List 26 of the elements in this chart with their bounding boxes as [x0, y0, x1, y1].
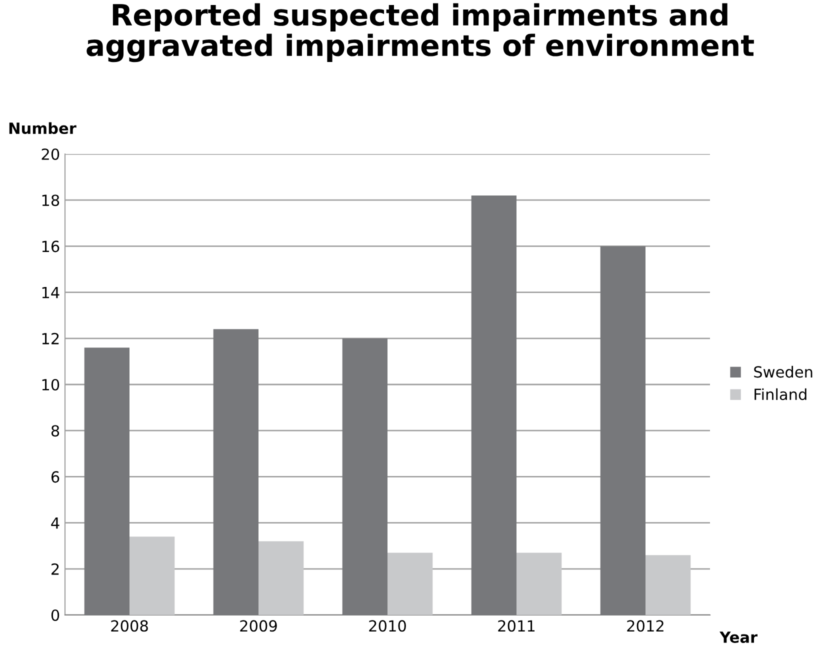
bar — [646, 555, 691, 615]
y-tick-label: 20 — [42, 148, 60, 160]
y-tick-label: 18 — [42, 194, 60, 206]
chart-title: Reported suspected impairments and aggravated impairments of environment — [86, 3, 754, 62]
legend-label: Sweden — [754, 366, 812, 378]
y-tick-label: 10 — [42, 378, 60, 391]
x-tick-label: 2009 — [240, 620, 277, 632]
y-tick-label: 12 — [42, 332, 59, 344]
y-tick-label: 0 — [51, 609, 60, 622]
y-axis-title: Number — [9, 122, 76, 134]
x-tick-label: 2008 — [111, 620, 148, 632]
y-tick-label: 4 — [51, 517, 60, 529]
x-tick-label: 2011 — [498, 620, 535, 632]
x-tick-label: 2010 — [369, 620, 406, 632]
x-tick-label: 2012 — [627, 620, 664, 632]
bar — [516, 552, 562, 615]
y-tick-label: 6 — [51, 471, 60, 483]
bar — [388, 552, 433, 615]
y-tick-label: 14 — [42, 286, 60, 298]
x-axis-title: Year — [720, 632, 758, 643]
bar — [130, 536, 175, 615]
y-tick-label: 8 — [51, 425, 60, 437]
y-tick-label: 2 — [52, 563, 59, 575]
legend-label: Finland — [754, 388, 806, 400]
y-tick-label: 16 — [42, 240, 60, 252]
bar — [258, 541, 304, 615]
